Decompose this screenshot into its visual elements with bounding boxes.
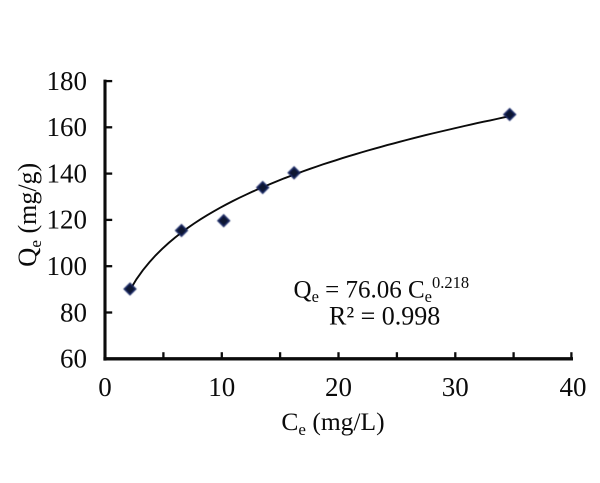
svg-text:0: 0 [98,372,112,402]
svg-text:20: 20 [325,372,352,402]
svg-text:30: 30 [442,372,469,402]
svg-text:R² = 0.998: R² = 0.998 [329,302,440,331]
svg-text:Ce (mg/L): Ce (mg/L) [281,407,384,439]
svg-text:100: 100 [47,251,88,281]
svg-text:10: 10 [208,372,235,402]
svg-text:140: 140 [47,158,88,188]
svg-text:180: 180 [47,66,88,96]
svg-text:120: 120 [47,205,88,235]
svg-text:Qe (mg/g): Qe (mg/g) [12,163,45,267]
svg-text:80: 80 [60,297,87,327]
svg-text:60: 60 [60,344,87,374]
svg-text:160: 160 [47,112,88,142]
svg-text:40: 40 [560,372,587,402]
